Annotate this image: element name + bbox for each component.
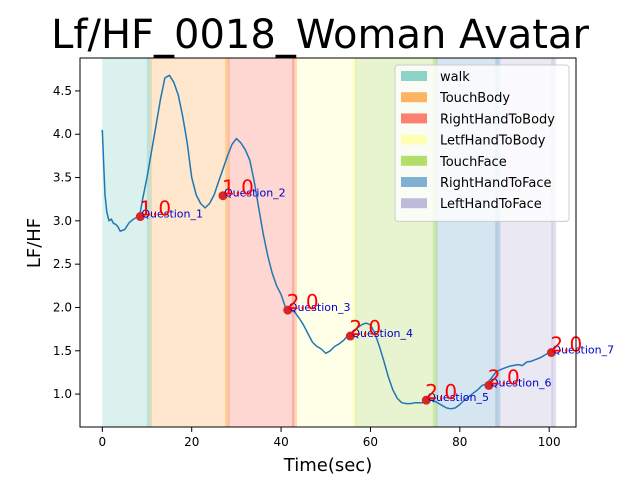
- legend-entry: RightHandToBody: [440, 112, 555, 127]
- question-score: 1.0: [222, 176, 254, 200]
- x-tick-label: 40: [273, 435, 288, 449]
- question-score: 2.0: [425, 380, 457, 404]
- region-edge-touchface: [432, 58, 438, 427]
- question-score: 2.0: [349, 316, 381, 340]
- y-tick-label: 3.5: [53, 171, 72, 185]
- question-label: Question_5: [427, 391, 489, 404]
- question-label: Question_6: [490, 376, 552, 389]
- x-axis-ticks: 0 20 40 60 80 100: [99, 427, 561, 449]
- region-bands: [102, 58, 557, 427]
- region-edge-letfhandtobody: [352, 58, 358, 427]
- legend-swatch: [401, 113, 427, 124]
- x-tick-label: 60: [363, 435, 378, 449]
- region-edge-righthandtobody: [291, 58, 297, 427]
- question-point: [283, 305, 293, 315]
- legend-entry: LeftHandToFace: [440, 197, 542, 212]
- legend: walk TouchBody RightHandToBody LetfHandToBo…: [394, 64, 570, 222]
- y-tick-label: 4.5: [53, 84, 72, 98]
- region-band-walk: [102, 58, 150, 427]
- region-band-touchbody: [149, 58, 228, 427]
- question-score: 2.0: [287, 290, 319, 314]
- question-label: Question_2: [224, 187, 286, 200]
- chart-title: Lf/HF_0018_Woman Avatar: [51, 12, 589, 58]
- question-score: 1.0: [139, 197, 171, 221]
- question-point: [345, 331, 355, 341]
- legend-entry: TouchBody: [439, 91, 510, 106]
- y-tick-label: 2.0: [53, 300, 72, 314]
- legend-entry: walk: [440, 70, 470, 85]
- region-band-letfhandtobody: [294, 58, 355, 427]
- legend-swatch: [401, 71, 427, 81]
- question-points: Question_11.0Question_21.0Question_32.0Q…: [135, 176, 614, 405]
- question-label: Question_3: [289, 301, 351, 314]
- region-edge-touchbody: [224, 58, 230, 427]
- question-point: [421, 395, 431, 405]
- x-tick-label: 20: [184, 435, 199, 449]
- x-tick-label: 80: [452, 435, 467, 449]
- region-band-righthandtobody: [227, 58, 295, 427]
- legend-entry: TouchFace: [439, 155, 507, 170]
- y-axis-ticks: 1.0 1.5 2.0 2.5 3.0 3.5 4.0 4.5: [53, 84, 80, 401]
- region-edge-lefthandtoface: [551, 58, 557, 427]
- question-point: [484, 380, 494, 390]
- legend-swatch: [401, 177, 427, 187]
- y-tick-label: 3.0: [53, 214, 72, 228]
- region-edge-righthandtoface: [495, 58, 501, 427]
- question-score: 2.0: [550, 333, 582, 357]
- legend-swatch: [401, 198, 427, 209]
- question-label: Question_7: [552, 344, 614, 357]
- series-line-layer: [101, 74, 550, 410]
- y-tick-label: 4.0: [53, 127, 72, 141]
- question-point: [135, 212, 145, 222]
- question-label: Question_4: [351, 327, 413, 340]
- y-axis-label: LF/HF: [24, 218, 45, 268]
- x-axis-label: Time(sec): [283, 455, 372, 476]
- y-tick-label: 1.0: [53, 387, 72, 401]
- question-point: [546, 348, 556, 358]
- legend-swatch: [401, 134, 427, 145]
- axes-frame: [79, 57, 577, 428]
- legend-box: [394, 64, 570, 222]
- y-tick-label: 2.5: [53, 257, 72, 271]
- y-tick-label: 1.5: [53, 344, 72, 358]
- legend-swatch: [401, 92, 427, 103]
- x-tick-label: 100: [538, 435, 561, 449]
- legend-swatch: [401, 155, 427, 166]
- legend-entry: RightHandToFace: [440, 176, 552, 191]
- series-line: [101, 74, 550, 410]
- x-tick-label: 0: [99, 435, 107, 449]
- region-edge-walk: [146, 58, 152, 427]
- question-point: [218, 191, 228, 201]
- question-label: Question_1: [141, 208, 203, 221]
- legend-entry: LetfHandToBody: [440, 134, 546, 149]
- question-score: 2.0: [488, 365, 520, 389]
